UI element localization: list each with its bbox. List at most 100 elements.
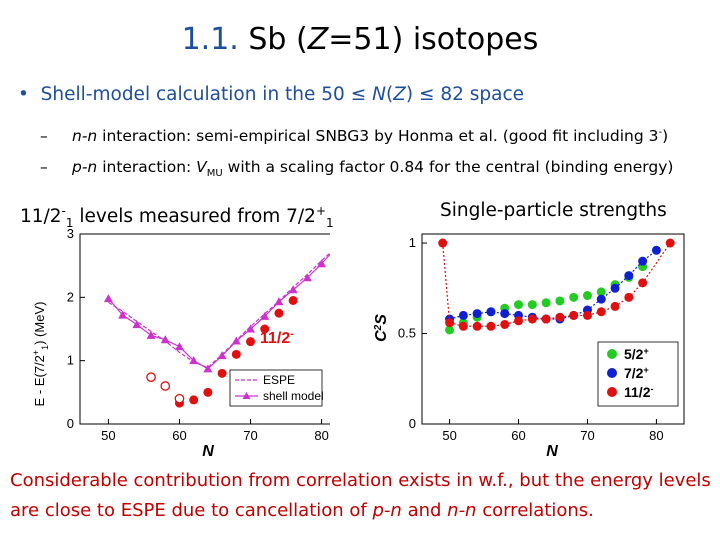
title-text: Sb (Z=51) isotopes [248,22,539,57]
data-point [203,364,213,373]
data-point [624,271,634,281]
data-point [610,301,620,311]
data-point [160,335,170,344]
legend-5-2-plus: 5/2+ [624,346,649,362]
data-point [472,321,482,331]
y-tick-label: 3 [67,226,74,241]
data-point [651,245,661,255]
data-point [174,393,185,404]
sub-bullet-nn: – n-n interaction: semi-empirical SNBG3 b… [40,127,669,146]
data-point [274,308,284,318]
right-y-axis-label: C2S [373,314,390,342]
data-point [582,291,592,301]
data-point [472,309,482,319]
data-point [596,287,606,297]
data-point [486,307,496,317]
data-point [146,330,156,339]
series-line [107,253,330,370]
conclusion-text: Considerable contribution from correlati… [10,470,711,521]
data-point [317,259,327,268]
label-11-2-minus: 11/2- [260,328,294,347]
data-point [438,238,448,248]
series-line [108,252,330,369]
data-point [288,296,298,305]
data-point [217,368,227,378]
left-panel-title: 11/2-1 levels measured from 7/2+1 [20,204,334,230]
spectroscopic-factor-chart: 50 60 70 80 0 0.5 1 C2S N 5/2+ 7/2+ 11/2- [373,233,685,460]
data-point [514,316,524,326]
data-point [132,320,142,329]
right-legend: 5/2+ 7/2+ 11/2- [597,341,679,407]
data-point [541,298,551,308]
data-point [103,294,113,303]
data-point [486,321,496,331]
x-tick-label: 80 [649,428,663,443]
title-number: 1.1. [181,22,239,57]
y-tick-label: 1 [409,235,416,250]
data-point [160,381,171,391]
data-point [203,387,213,397]
data-point [638,256,648,266]
data-point [302,273,312,282]
data-point [217,351,227,360]
data-point [624,292,634,302]
data-point [246,337,256,347]
data-point [500,309,510,319]
data-point [231,336,241,345]
y-tick-label: 0 [67,416,74,431]
data-point [260,324,270,334]
legend-7-2-plus: 7/2+ [624,365,649,381]
data-point [118,310,128,319]
y-tick-label: 0 [409,416,416,431]
data-point [514,300,524,310]
data-point [288,285,298,294]
x-tick-label: 70 [580,428,594,443]
legend-espe: ESPE [263,373,295,387]
data-point [260,311,270,320]
data-point [174,342,184,351]
right-x-axis-label: N [546,443,558,460]
data-point [665,238,675,248]
y-tick-label: 1 [67,353,74,368]
x-tick-label: 60 [172,428,186,443]
data-point [445,325,455,335]
y-tick-label: 2 [67,289,74,304]
data-point [610,283,620,293]
data-point [541,314,551,324]
legend-shell-model: shell model [263,389,324,403]
x-tick-label: 50 [101,428,115,443]
right-panel-title: Single-particle strengths [440,200,667,221]
data-point [231,349,241,359]
data-point [189,395,199,405]
left-legend: ESPE shell model [229,369,324,407]
data-point [569,310,579,320]
main-bullet: • Shell-model calculation in the 50 ≤ N(… [18,84,525,105]
legend-11-2-minus: 11/2- [624,384,653,400]
data-point [189,356,199,365]
series-line [449,249,657,320]
y-tick-label: 0.5 [398,326,416,341]
data-point [596,294,606,304]
x-tick-label: 50 [442,428,456,443]
data-point [246,324,256,333]
x-tick-label: 60 [511,428,525,443]
x-tick-label: 70 [243,428,257,443]
data-point [274,297,284,306]
data-point [527,300,537,310]
data-point [458,310,468,320]
data-point [555,296,565,306]
data-point [638,278,648,288]
data-point [555,312,565,322]
data-point [527,314,537,324]
data-point [569,292,579,302]
left-y-axis-label: E - E(7/2+1) (MeV) [31,302,50,407]
data-point [458,321,468,331]
energy-level-chart: 50 60 70 80 0 1 2 3 E - E(7/2+1) (MeV) N ESPE s… [31,226,330,460]
slide-title: 1.1. Sb (Z=51) isotopes [0,20,720,60]
data-point [445,318,455,328]
data-point [582,310,592,320]
data-point [596,307,606,317]
sub-bullet-pn: – p-n interaction: VMU with a scaling fac… [40,158,674,180]
left-x-axis-label: N [202,443,214,460]
x-tick-label: 80 [314,428,328,443]
